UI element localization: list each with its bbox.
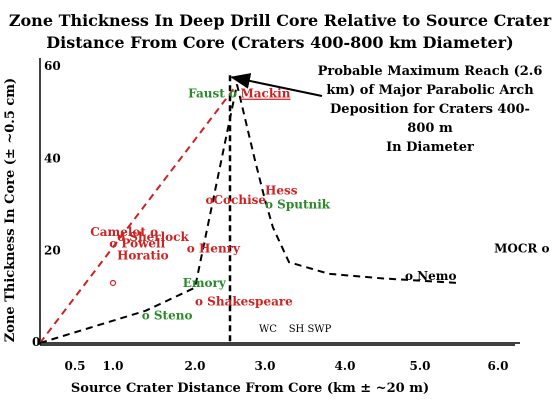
point-label-steno: o Steno: [142, 308, 193, 322]
point-label-mocr: MOCR o: [494, 241, 549, 255]
annotation: Probable Maximum Reach (2.6 km) of Major…: [230, 64, 543, 155]
point-label-powell: o Powell: [109, 237, 165, 251]
point-label-nemo: o Nemo: [405, 269, 457, 283]
point-label-faust: Faust o: [188, 87, 237, 101]
series-line: [39, 83, 238, 344]
bottom-label-sh-swp: SH SWP: [289, 324, 332, 335]
point-label-cochise: oCochise: [206, 193, 267, 207]
point-label-emory: Emory: [183, 276, 227, 290]
chart-title: Zone Thickness In Deep Drill Core Relati…: [9, 11, 552, 30]
y-tick-label: 40: [44, 151, 61, 165]
annotation-line-1: Probable Maximum Reach (2.6: [318, 64, 543, 79]
series-layer: [39, 75, 520, 344]
x-tick-label: 1.0: [103, 359, 124, 373]
annotation-line-2: km) of Major Parabolic Arch: [326, 83, 534, 98]
series-line: [39, 84, 460, 344]
point-label-horatio: Horatio: [117, 248, 169, 262]
x-tick-label: 2.0: [185, 359, 206, 373]
data-point: [109, 279, 117, 287]
point-label-mackin: Mackin: [241, 87, 291, 101]
y-tick-label: 60: [44, 59, 61, 73]
chart-subtitle: Distance From Core (Craters 400-800 km D…: [46, 33, 513, 52]
y-axis-label: Zone Thickness In Core (± ~0.5 cm): [3, 78, 18, 342]
origin-marker: 0: [32, 335, 40, 349]
point-label-hess: Hess: [265, 184, 298, 198]
annotation-line-4: 800 m: [407, 121, 453, 136]
x-tick-label: 5.0: [410, 359, 431, 373]
extra-points: [109, 279, 117, 287]
annotation-arrow: [230, 73, 323, 97]
y-ticks: 20 40 60: [44, 59, 61, 258]
y-tick-label: 20: [44, 244, 61, 258]
bottom-label-wc: WC: [259, 324, 277, 335]
x-axis-label: Source Crater Distance From Core (km ± ~…: [71, 381, 429, 396]
point-label-henry: o Henry: [187, 241, 241, 255]
x-ticks: 0.5 1.0 2.0 3.0 4.0 5.0 6.0: [65, 359, 509, 373]
annotation-line-5: In Diameter: [386, 140, 474, 155]
annotation-line-3: Deposition for Craters 400-: [330, 102, 530, 117]
point-label-shakespeare: o Shakespeare: [195, 294, 293, 308]
x-tick-label: 4.0: [335, 359, 356, 373]
point-label-camelot: Camelot o: [90, 225, 158, 239]
point-label-sputnik: o Sputnik: [265, 198, 331, 212]
x-tick-label: 6.0: [488, 359, 509, 373]
x-tick-label: 0.5: [65, 359, 86, 373]
point-label-sherlock: o Sherlock: [117, 230, 189, 244]
x-tick-label: 3.0: [255, 359, 276, 373]
